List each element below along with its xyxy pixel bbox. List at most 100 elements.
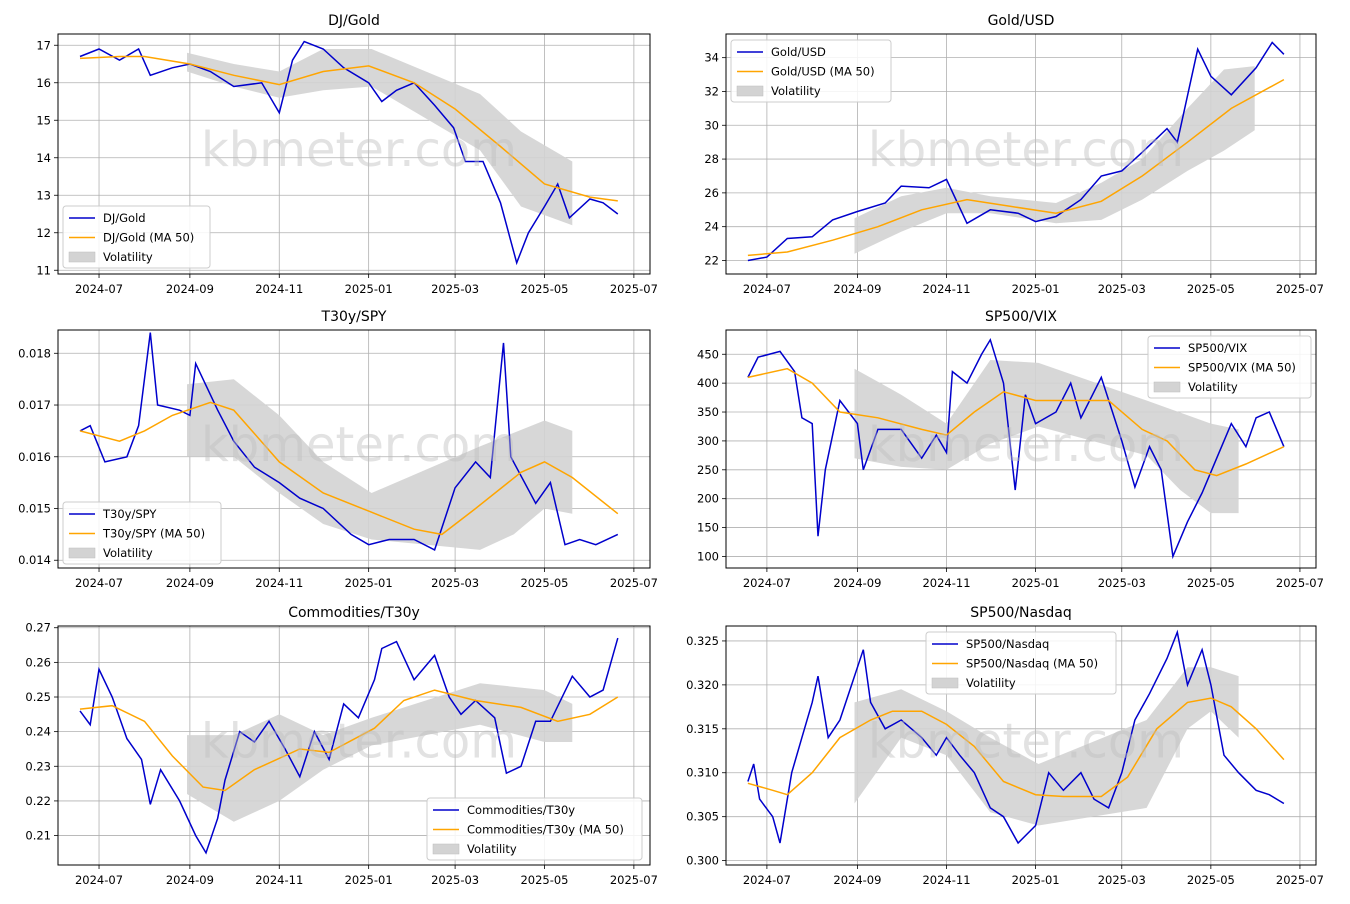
y-tick-label: 0.27 (25, 621, 51, 635)
chart-panel-3: T30y/SPY 2024-07 2024-09 2024-11 2025-01 2025… (18, 309, 658, 590)
price-series-line (747, 629, 1285, 845)
x-tick-label: 2025-05 (520, 576, 568, 590)
y-tick-label: 0.26 (25, 655, 51, 669)
chart-title: Commodities/T30y (288, 605, 420, 621)
x-tick-label: 2025-01 (345, 282, 393, 296)
y-tick-label: 17 (36, 38, 51, 52)
x-tick-label: 2025-07 (610, 282, 658, 296)
price-series-line (747, 41, 1285, 262)
x-tick-label: 2024-07 (75, 873, 123, 887)
plot-frame (57, 329, 651, 569)
x-tick-label: 2025-03 (431, 282, 479, 296)
legend-volatility-swatch (432, 843, 460, 855)
legend-label: SP500/VIX (1188, 341, 1247, 355)
price-series-line (79, 40, 619, 266)
y-tick-label: 0.015 (18, 502, 51, 516)
x-tick-label: 2025-05 (520, 873, 568, 887)
y-tick-label: 11 (36, 263, 51, 277)
x-tick-label: 2024-09 (833, 873, 881, 887)
legend-box (426, 797, 643, 861)
y-tick-label: 32 (704, 84, 719, 98)
x-tick-label: 2025-07 (610, 576, 658, 590)
y-tick-label: 0.23 (25, 759, 51, 773)
x-tick-label: 2024-11 (922, 576, 970, 590)
y-tick-label: 200 (697, 492, 719, 506)
y-tick-label: 400 (697, 376, 719, 390)
ma-series-line (79, 401, 619, 536)
watermark-text: kbmeter.com (868, 122, 1184, 178)
x-tick-label: 2024-07 (743, 576, 791, 590)
watermark-text: kbmeter.com (201, 713, 517, 769)
legend-label: Volatility (966, 676, 1016, 690)
x-tick-label: 2025-03 (1098, 873, 1146, 887)
legend-label: Gold/USD (MA 50) (771, 65, 875, 79)
plot-frame (725, 329, 1317, 569)
chart-panel-5: Commodities/T30y 2024-07 2024-09 2024-11 202… (25, 605, 658, 887)
ma-series-line (747, 367, 1285, 477)
y-tick-label: 100 (697, 549, 719, 563)
y-tick-label: 0.305 (686, 810, 719, 824)
legend-label: DJ/Gold (MA 50) (103, 231, 194, 245)
legend-label: Volatility (467, 842, 517, 856)
plot-frame (725, 625, 1317, 866)
legend-volatility-swatch (1153, 381, 1181, 393)
y-tick-label: 0.300 (686, 854, 719, 868)
legend-label: Commodities/T30y (MA 50) (467, 823, 624, 837)
legend-label: Gold/USD (771, 45, 826, 59)
y-tick-label: 0.018 (18, 346, 51, 360)
y-tick-label: 15 (36, 113, 51, 127)
chart-panel-1: DJ/Gold 2024-07 2024-09 2024-11 2025-01 2025-… (36, 13, 658, 296)
legend-volatility-swatch (736, 85, 764, 97)
x-tick-label: 2025-01 (1012, 282, 1060, 296)
legend-label: SP500/Nasdaq (966, 637, 1049, 651)
x-tick-label: 2025-03 (431, 576, 479, 590)
x-tick-label: 2025-05 (1187, 282, 1235, 296)
y-tick-label: 13 (36, 188, 51, 202)
ma-series-line (79, 55, 618, 202)
ma-series-line (747, 78, 1285, 257)
y-tick-label: 0.320 (686, 678, 719, 692)
legend-box (62, 501, 222, 565)
volatility-band (854, 667, 1239, 826)
legend: Gold/USD Gold/USD (MA 50) Volatility (730, 39, 892, 103)
y-tick-label: 24 (704, 220, 719, 234)
y-tick-label: 0.017 (18, 398, 51, 412)
x-tick-label: 2025-01 (345, 873, 393, 887)
y-tick-label: 0.016 (18, 450, 51, 464)
legend-volatility-swatch (68, 251, 96, 263)
chart-title: DJ/Gold (328, 13, 380, 29)
y-tick-label: 34 (704, 51, 719, 65)
x-tick-label: 2025-03 (1098, 282, 1146, 296)
y-tick-label: 16 (36, 76, 51, 90)
ma-series-line (747, 697, 1285, 798)
legend-label: Volatility (1188, 380, 1238, 394)
y-tick-label: 300 (697, 434, 719, 448)
legend-box (730, 39, 892, 103)
x-tick-label: 2025-01 (1012, 873, 1060, 887)
x-tick-label: 2025-05 (520, 282, 568, 296)
plot-frame (725, 33, 1317, 275)
chart-title: T30y/SPY (321, 309, 387, 325)
x-tick-label: 2025-05 (1187, 873, 1235, 887)
x-tick-label: 2024-07 (743, 282, 791, 296)
ma-series-line (79, 689, 619, 792)
watermark-text: kbmeter.com (868, 417, 1184, 473)
y-tick-label: 0.315 (686, 722, 719, 736)
x-tick-label: 2025-07 (1276, 282, 1324, 296)
price-series-line (79, 637, 619, 855)
x-tick-label: 2024-09 (166, 576, 214, 590)
y-tick-label: 12 (36, 226, 51, 240)
x-tick-label: 2025-01 (345, 576, 393, 590)
legend-label: SP500/Nasdaq (MA 50) (966, 657, 1098, 671)
y-tick-label: 26 (704, 186, 719, 200)
watermark-text: kbmeter.com (201, 122, 517, 178)
legend-label: DJ/Gold (103, 211, 146, 225)
plot-frame (57, 33, 651, 275)
x-tick-label: 2025-07 (610, 873, 658, 887)
legend-box (62, 205, 211, 269)
y-tick-label: 0.014 (18, 553, 51, 567)
plot-frame (57, 625, 651, 866)
x-tick-label: 2024-11 (255, 282, 303, 296)
volatility-band (187, 379, 573, 550)
